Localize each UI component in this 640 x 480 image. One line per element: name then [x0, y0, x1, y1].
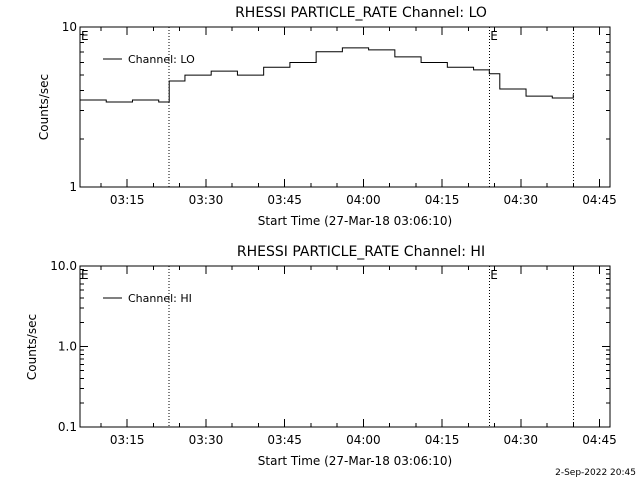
event-lines — [168, 27, 574, 187]
legend-label: Channel: LO — [128, 53, 195, 66]
y-tick-label: 10 — [62, 20, 77, 34]
series-line — [80, 47, 574, 103]
y-tick-label: 0.1 — [58, 420, 77, 434]
event-marker: E — [490, 29, 498, 43]
footer-date: 2-Sep-2022 20:45 — [555, 468, 636, 478]
event-lines — [168, 266, 574, 427]
x-ticks: 03:15 03:30 03:45 04:00 04:15 04:30 04:45 — [100, 266, 617, 447]
plot-frame — [79, 26, 611, 188]
y-tick-label: 1.0 — [58, 340, 77, 354]
y-tick-label: 1 — [69, 180, 77, 194]
y-ticks: 1 10 — [62, 20, 610, 194]
event-marker: E — [81, 268, 89, 282]
chart-hi: RHESSI PARTICLE_RATE Channel: HI 0.1 1.0 1… — [25, 244, 617, 468]
chart-lo: RHESSI PARTICLE_RATE Channel: LO 1 10 03:… — [37, 5, 617, 228]
y-tick-label: 10.0 — [50, 259, 77, 273]
x-tick-label: 03:45 — [267, 193, 302, 207]
x-tick-label: 03:45 — [267, 433, 302, 447]
chart-title: RHESSI PARTICLE_RATE Channel: HI — [237, 244, 485, 260]
x-tick-label: 04:00 — [346, 193, 381, 207]
x-tick-label: 03:30 — [189, 193, 224, 207]
x-tick-label: 03:15 — [110, 433, 145, 447]
y-axis-label: Counts/sec — [25, 314, 39, 380]
x-tick-label: 04:30 — [503, 433, 538, 447]
x-axis-label: Start Time (27-Mar-18 03:06:10) — [258, 454, 452, 468]
x-axis-label: Start Time (27-Mar-18 03:06:10) — [258, 214, 452, 228]
chart-title: RHESSI PARTICLE_RATE Channel: LO — [235, 5, 487, 21]
y-ticks: 0.1 1.0 10.0 — [50, 259, 610, 434]
x-tick-label: 04:30 — [503, 193, 538, 207]
plot-frame — [79, 265, 611, 428]
x-tick-label: 04:15 — [425, 193, 460, 207]
x-ticks: 03:15 03:30 03:45 04:00 04:15 04:30 04:45 — [100, 27, 617, 207]
x-tick-label: 04:00 — [346, 433, 381, 447]
x-tick-label: 03:15 — [110, 193, 145, 207]
event-marker: E — [81, 29, 89, 43]
legend: Channel: LO — [103, 53, 195, 66]
x-tick-label: 04:45 — [582, 193, 617, 207]
x-tick-label: 03:30 — [189, 433, 224, 447]
legend-label: Channel: HI — [128, 292, 192, 305]
x-tick-label: 04:45 — [582, 433, 617, 447]
x-tick-label: 04:15 — [425, 433, 460, 447]
y-axis-label: Counts/sec — [37, 74, 51, 140]
event-marker: E — [490, 268, 498, 282]
legend: Channel: HI — [103, 292, 192, 305]
series-group — [80, 47, 574, 103]
